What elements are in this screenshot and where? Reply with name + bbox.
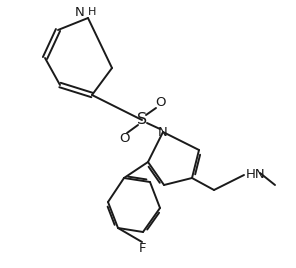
Text: S: S xyxy=(137,113,147,128)
Text: F: F xyxy=(139,241,147,255)
Text: H: H xyxy=(88,7,96,17)
Text: HN: HN xyxy=(246,168,266,181)
Text: N: N xyxy=(74,6,84,18)
Text: O: O xyxy=(155,95,165,109)
Text: N: N xyxy=(158,125,168,139)
Text: O: O xyxy=(119,132,129,144)
